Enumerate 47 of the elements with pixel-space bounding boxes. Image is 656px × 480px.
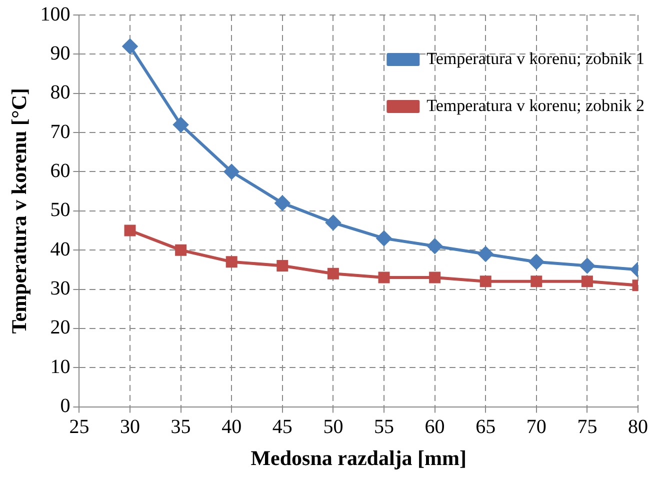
y-tick-label: 30	[50, 278, 70, 300]
point	[530, 276, 542, 288]
point	[427, 238, 442, 254]
y-tick-label: 90	[50, 42, 70, 64]
point	[276, 260, 288, 272]
legend-label: Temperatura v korenu; zobnik 1	[426, 48, 645, 68]
x-tick-label: 80	[628, 416, 648, 438]
point	[327, 268, 339, 280]
x-tick-label: 60	[424, 416, 445, 438]
y-tick-label: 60	[50, 160, 70, 182]
x-tick-label: 25	[69, 416, 90, 438]
point	[226, 256, 238, 268]
x-tick-label: 70	[526, 416, 546, 438]
point	[124, 224, 136, 236]
x-axis-title: Medosna razdalja [mm]	[250, 446, 466, 470]
point	[376, 230, 392, 246]
point	[274, 196, 290, 211]
x-tick-label: 35	[170, 416, 191, 438]
point	[326, 215, 341, 230]
point	[429, 272, 441, 284]
y-tick-label: 70	[50, 120, 70, 143]
point	[173, 117, 188, 132]
point	[581, 276, 593, 288]
y-tick-label: 40	[50, 238, 70, 260]
y-tick-label: 0	[60, 395, 70, 418]
point	[480, 276, 492, 288]
point	[528, 254, 544, 270]
x-tick-label: 55	[374, 416, 394, 438]
point	[378, 272, 390, 284]
legend-label: Temperatura v korenu; zobnik 2	[426, 96, 645, 115]
x-tick-label: 40	[222, 416, 242, 438]
y-tick-label: 80	[50, 82, 70, 104]
y-axis-title: Temperatura v korenu [°C]	[7, 88, 32, 334]
point	[175, 244, 187, 256]
y-tick-label: 50	[50, 199, 70, 222]
x-tick-label: 50	[323, 416, 344, 438]
x-tick-label: 45	[272, 416, 292, 438]
point	[478, 246, 494, 262]
y-tick-label: 10	[50, 356, 70, 378]
x-tick-label: 30	[120, 416, 140, 438]
y-tick-label: 20	[50, 316, 70, 339]
point	[580, 258, 595, 274]
point	[224, 164, 240, 180]
x-tick-label: 65	[476, 416, 496, 438]
point	[122, 38, 138, 54]
y-tick-label: 100	[40, 3, 70, 26]
x-tick-label: 75	[577, 416, 598, 438]
